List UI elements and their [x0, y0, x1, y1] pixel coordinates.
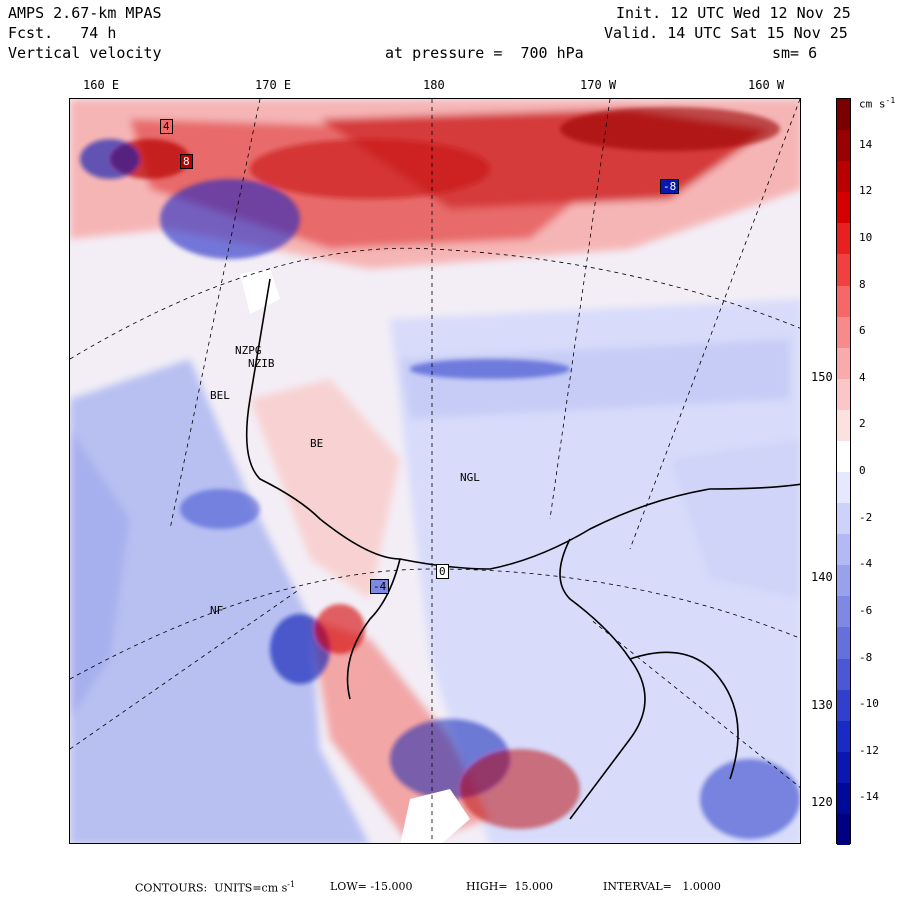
colorbar-tick-label: 0 [859, 464, 866, 477]
colorbar-tick-label: -6 [859, 603, 873, 617]
colorbar-band [837, 409, 850, 442]
colorbar-band [837, 161, 850, 193]
colorbar-band [837, 720, 850, 753]
colorbar-band [837, 378, 850, 411]
footer-interval: INTERVAL= 1.0000 [603, 880, 721, 893]
colorbar-band [837, 472, 850, 504]
colorbar-tick-label: -8 [859, 650, 873, 664]
colorbar-band [837, 130, 850, 162]
graticule [70, 99, 800, 843]
colorbar-band [837, 316, 850, 349]
colorbar-band [837, 440, 850, 473]
pressure-level: at pressure = 700 hPa [385, 44, 584, 62]
colorbar-band [837, 596, 850, 628]
lon-label-160w: 160 W [748, 78, 785, 92]
colorbar-band [837, 254, 850, 286]
lon-label-170w: 170 W [580, 78, 617, 92]
colorbar-band [837, 658, 850, 691]
colorbar-tick-label: -2 [859, 510, 873, 524]
colorbar-band [837, 565, 850, 597]
colorbar-band [837, 627, 850, 659]
no-data-areas [240, 269, 470, 843]
colorbar-tick-label: 12 [859, 184, 873, 198]
colorbar-tick-label: 2 [859, 417, 866, 431]
colorbar-units: cm s-1 [859, 96, 896, 111]
lon-label-160e: 160 E [83, 78, 120, 92]
colorbar-tick-label: 6 [859, 324, 866, 338]
station-bel: BEL [210, 389, 230, 402]
colorbar-band [837, 192, 850, 224]
colorbar-tick-label: -14 [859, 790, 879, 804]
smoothing: sm= 6 [772, 44, 818, 62]
station-ngl: NGL [460, 471, 480, 484]
footer-low: LOW= -15.000 [330, 880, 413, 893]
contour-label: -8 [660, 179, 680, 194]
colorbar-band [837, 285, 850, 318]
station-nzpg: NZPG [235, 344, 262, 357]
colorbar-tick-label: -10 [859, 697, 879, 711]
footer-contours: CONTOURS: UNITS=cm s-1 [135, 880, 296, 895]
colorbar-tick-label: 4 [859, 370, 866, 384]
lon-label-180: 180 [423, 78, 445, 92]
station-nzib: NZIB [248, 357, 275, 370]
footer-high: HIGH= 15.000 [466, 880, 554, 893]
contour-label: 4 [160, 119, 173, 134]
colorbar-band [837, 689, 850, 722]
model-title: AMPS 2.67-km MPAS [8, 4, 162, 22]
colorbar-tick-label: 10 [859, 230, 873, 244]
station-nf: NF [210, 604, 224, 617]
colorbar-band [837, 534, 850, 566]
valid-time: Valid. 14 UTC Sat 15 Nov 25 [604, 24, 848, 42]
colorbar-band [837, 813, 850, 846]
colorbar-tick-label: -12 [859, 743, 879, 757]
colorbar-band [837, 751, 850, 784]
colorbar-band [837, 503, 850, 535]
map-panel: NZPG NZIB BEL NGL BE NF 4 -4 8 -8 0 [69, 98, 801, 844]
forecast-hour: Fcst. 74 h [8, 24, 117, 42]
station-be: BE [310, 437, 324, 450]
colorbar-tick-label: 8 [859, 277, 866, 291]
contour-label: 0 [436, 564, 449, 579]
colorbar-tick-label: -4 [859, 557, 873, 571]
colorbar-tick-label: 14 [859, 137, 873, 151]
init-time: Init. 12 UTC Wed 12 Nov 25 [616, 4, 851, 22]
colorbar-band [837, 99, 850, 131]
colorbar [836, 98, 851, 846]
colorbar-band [837, 223, 850, 255]
lon-label-170e: 170 E [255, 78, 292, 92]
colorbar-band [837, 347, 850, 380]
coastline [245, 278, 800, 820]
contour-label: -4 [370, 579, 390, 594]
contour-label: 8 [180, 154, 193, 169]
vertical-velocity-map [70, 99, 800, 843]
strong-cores [80, 107, 800, 839]
colorbar-band [837, 782, 850, 815]
field-name: Vertical velocity [8, 44, 162, 62]
